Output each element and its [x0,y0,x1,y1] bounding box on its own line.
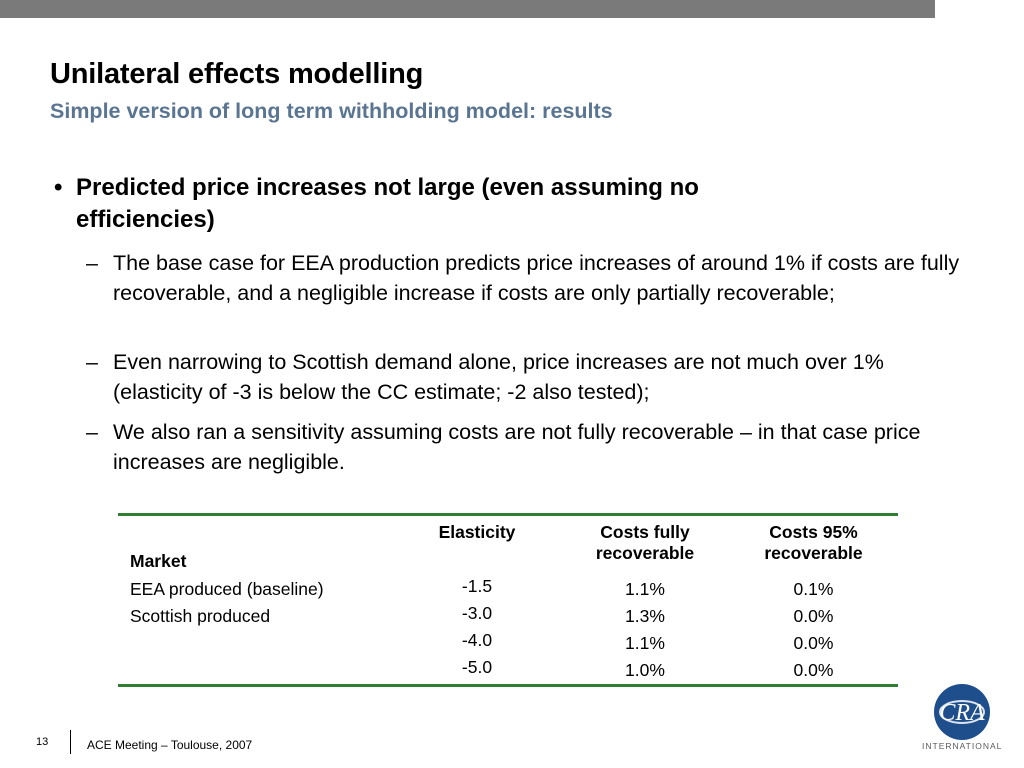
cra-logo-icon: CRA [934,684,990,740]
sub-bullet: – The base case for EEA production predi… [86,248,986,308]
footer-divider [70,730,71,754]
bullet-dot: • [54,174,63,201]
sub-bullet-text: Even narrowing to Scottish demand alone,… [113,350,884,404]
dash-marker: – [86,420,98,444]
cell-costs-95: 0.0% [793,633,834,653]
main-bullet: • Predicted price increases not large (e… [54,172,844,236]
header-market: Market [130,551,187,571]
table-row: -4.0 1.1% 0.0% [118,630,898,657]
cell-elasticity: -3.0 [461,603,493,623]
dash-marker: – [86,251,98,275]
cell-market: EEA produced (baseline) [130,579,324,599]
table-row: Scottish produced -3.0 1.3% 0.0% [118,603,898,630]
table-row: -5.0 1.0% 0.0% [118,657,898,686]
table-row: EEA produced (baseline) -1.5 1.1% 0.1% [118,576,898,603]
slide-title: Unilateral effects modelling [50,58,424,90]
cell-costs-full: 1.3% [625,606,665,626]
sub-bullet: – We also ran a sensitivity assuming cos… [86,417,986,477]
header-costs-95-recoverable: Costs 95% recoverable [764,522,863,563]
cell-costs-full: 1.1% [625,579,665,599]
header-costs-fully-recoverable: Costs fully recoverable [595,522,695,563]
cell-market [118,630,393,657]
svg-text:CRA: CRA [939,700,985,726]
sub-bullet-text: We also ran a sensitivity assuming costs… [113,420,921,474]
header-elasticity: Elasticity [438,522,516,542]
cell-market [118,657,393,686]
main-bullet-text: Predicted price increases not large (eve… [76,174,699,233]
page-number: 13 [36,736,49,748]
cell-elasticity: -1.5 [461,576,493,596]
top-bar [0,0,935,18]
cell-costs-95: 0.0% [793,606,834,626]
slide-subtitle: Simple version of long term withholding … [50,99,613,123]
cell-costs-full: 1.0% [625,660,665,680]
cell-costs-95: 0.0% [793,660,834,680]
cell-costs-full: 1.1% [625,633,665,653]
cell-elasticity: -4.0 [461,630,493,650]
results-table: Market Elasticity Costs fully recoverabl… [118,513,898,687]
sub-bullet-text: The base case for EEA production predict… [113,251,960,305]
dash-marker: – [86,350,98,374]
logo-label: INTERNATIONAL [922,741,1003,751]
sub-bullet: – Even narrowing to Scottish demand alon… [86,347,986,407]
table-header-row: Market Elasticity Costs fully recoverabl… [118,514,898,577]
cell-elasticity: -5.0 [461,657,493,677]
footer-meeting: ACE Meeting – Toulouse, 2007 [87,738,253,752]
cell-costs-95: 0.1% [793,579,834,599]
cell-market: Scottish produced [130,606,271,626]
